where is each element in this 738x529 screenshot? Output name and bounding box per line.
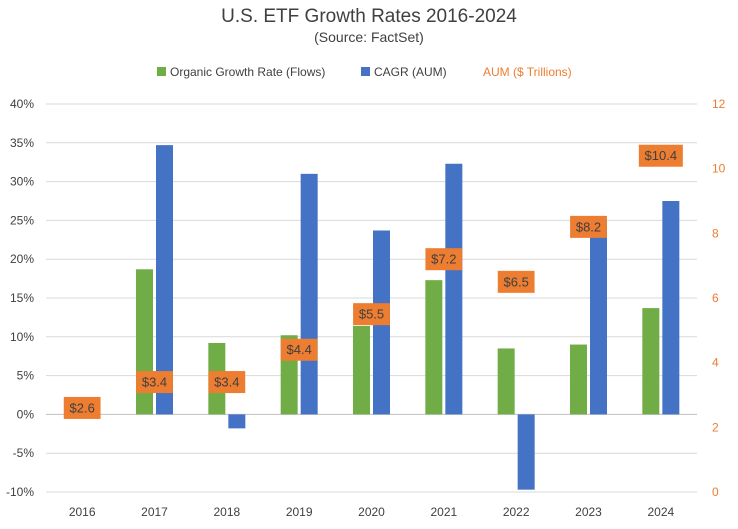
- bars: [136, 145, 680, 490]
- aum-data-label: $2.6: [63, 396, 101, 419]
- cagr-bar: [300, 173, 318, 415]
- left-tick-label: 25%: [10, 213, 34, 227]
- left-tick-label: 5%: [17, 369, 35, 383]
- x-tick-label: 2017: [141, 505, 168, 519]
- aum-data-label: $5.5: [353, 303, 390, 326]
- aum-label-box: [136, 371, 173, 394]
- aum-label-text: $5.5: [359, 307, 384, 322]
- cagr-bar: [445, 163, 463, 415]
- left-tick-label: -5%: [13, 446, 35, 460]
- aum-label-box: [353, 303, 390, 326]
- legend: Organic Growth Rate (Flows) CAGR (AUM) A…: [157, 65, 572, 79]
- aum-label-box: [280, 338, 318, 361]
- cagr-bar: [228, 414, 246, 429]
- right-tick-label: 2: [712, 420, 719, 434]
- aum-label-box: [638, 144, 683, 167]
- legend-swatch-cagr: [361, 67, 370, 76]
- left-tick-label: 30%: [10, 175, 34, 189]
- aum-labels: $2.6 $3.4 $3.4 $4.4 $5.5 $7.2 $6.5 $8.2 $10.4: [63, 144, 683, 419]
- right-tick-label: 4: [712, 356, 719, 370]
- aum-data-label: $6.5: [497, 270, 535, 293]
- aum-data-label: $7.2: [425, 248, 463, 271]
- organic-growth-bar: [642, 308, 660, 415]
- organic-growth-bar: [353, 325, 370, 415]
- gridlines: [46, 103, 697, 493]
- x-tick-label: 2019: [286, 505, 313, 519]
- aum-label-box: [63, 396, 101, 419]
- aum-label-text: $8.2: [576, 219, 601, 234]
- left-tick-label: 35%: [10, 136, 34, 150]
- left-tick-label: 40%: [10, 97, 34, 111]
- left-tick-label: 15%: [10, 291, 34, 305]
- legend-label-aum: AUM ($ Trillions): [483, 65, 572, 79]
- right-tick-label: 0: [712, 485, 719, 499]
- left-tick-label: -10%: [6, 485, 34, 499]
- cagr-bar: [517, 414, 535, 490]
- right-tick-label: 6: [712, 291, 719, 305]
- organic-growth-bar: [570, 344, 587, 415]
- aum-label-box: [570, 215, 607, 238]
- cagr-bar: [662, 201, 680, 415]
- organic-growth-bar: [425, 280, 443, 415]
- aum-data-label: $8.2: [570, 215, 607, 238]
- right-y-axis: 0 2 4 6 8 10 12: [712, 97, 726, 499]
- x-tick-label: 2020: [358, 505, 385, 519]
- cagr-bar: [590, 221, 607, 415]
- aum-label-box: [208, 371, 246, 394]
- legend-swatch-organic: [157, 67, 166, 76]
- aum-label-text: $4.4: [287, 342, 312, 357]
- aum-label-box: [497, 270, 535, 293]
- aum-data-label: $10.4: [638, 144, 683, 167]
- right-tick-label: 10: [712, 162, 726, 176]
- x-tick-label: 2024: [647, 505, 674, 519]
- chart-subtitle: (Source: FactSet): [314, 29, 424, 45]
- right-tick-label: 12: [712, 97, 726, 111]
- aum-label-text: $3.4: [142, 375, 167, 390]
- aum-label-text: $3.4: [214, 375, 239, 390]
- aum-label-text: $7.2: [431, 252, 456, 267]
- aum-label-box: [425, 248, 463, 271]
- left-tick-label: 10%: [10, 330, 34, 344]
- x-tick-label: 2016: [69, 505, 96, 519]
- chart-title: U.S. ETF Growth Rates 2016-2024: [221, 6, 517, 27]
- legend-label-organic: Organic Growth Rate (Flows): [170, 65, 325, 79]
- legend-label-cagr: CAGR (AUM): [374, 65, 447, 79]
- x-tick-label: 2023: [575, 505, 602, 519]
- aum-label-text: $2.6: [70, 400, 95, 415]
- aum-data-label: $3.4: [136, 371, 173, 394]
- aum-label-text: $6.5: [504, 274, 529, 289]
- aum-data-label: $3.4: [208, 371, 246, 394]
- aum-label-text: $10.4: [645, 148, 678, 163]
- left-tick-label: 0%: [17, 407, 35, 421]
- x-tick-label: 2018: [213, 505, 240, 519]
- left-tick-label: 20%: [10, 252, 34, 266]
- x-tick-label: 2021: [430, 505, 457, 519]
- x-axis: 2016 2017 2018 2019 2020 2021 2022 2023 2024: [69, 505, 675, 519]
- aum-data-label: $4.4: [280, 338, 318, 361]
- left-y-axis: -10% -5% 0% 5% 10% 15% 20% 25% 30% 35% 40%: [6, 97, 34, 499]
- x-tick-label: 2022: [503, 505, 530, 519]
- cagr-bar: [156, 145, 173, 415]
- organic-growth-bar: [497, 348, 515, 415]
- right-tick-label: 8: [712, 226, 719, 240]
